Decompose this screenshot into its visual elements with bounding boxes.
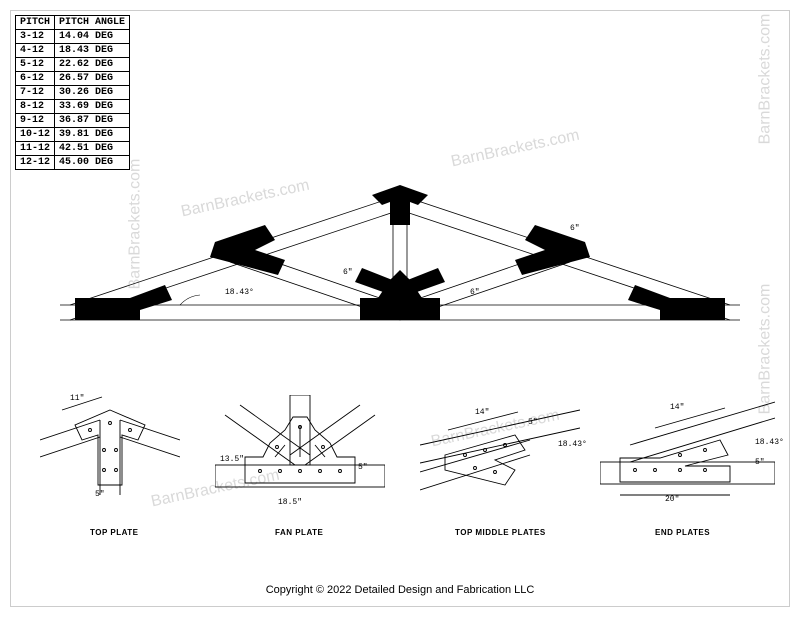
pitch-table: PITCH PITCH ANGLE 3-1214.04 DEG4-1218.43…	[15, 15, 130, 170]
table-row: 4-1218.43 DEG	[16, 44, 130, 58]
table-row: 10-1239.81 DEG	[16, 128, 130, 142]
table-row: 8-1233.69 DEG	[16, 100, 130, 114]
table-row: 7-1230.26 DEG	[16, 86, 130, 100]
dim-tm-5: 5"	[528, 418, 538, 427]
dim-end-14: 14"	[670, 403, 684, 412]
table-row: 6-1226.57 DEG	[16, 72, 130, 86]
table-row: 5-1222.62 DEG	[16, 58, 130, 72]
pitch-header: PITCH	[16, 16, 55, 30]
angle-header: PITCH ANGLE	[55, 16, 130, 30]
truss-diagram	[60, 150, 740, 340]
dim-end-5: 5"	[755, 458, 765, 467]
dim-end-20: 20"	[665, 495, 679, 504]
dim-end-ang: 18.43°	[755, 438, 784, 447]
top-plate-label: TOP PLATE	[90, 528, 139, 537]
truss-angle-label: 18.43°	[225, 288, 254, 297]
end-plate-label: END PLATES	[655, 528, 710, 537]
dim-6c: 6"	[470, 288, 480, 297]
top-middle-drawing	[420, 400, 580, 510]
dim-top-5: 5"	[95, 490, 105, 499]
dim-6d: 6"	[570, 224, 580, 233]
dim-fan-5: 5"	[358, 463, 368, 472]
dim-tm-14: 14"	[475, 408, 489, 417]
dim-fan-18: 18.5"	[278, 498, 302, 507]
table-row: 3-1214.04 DEG	[16, 30, 130, 44]
top-middle-label: TOP MIDDLE PLATES	[455, 528, 546, 537]
dim-tm-ang: 18.43°	[558, 440, 587, 449]
dim-6a: 6"	[398, 210, 408, 219]
end-plate-drawing	[600, 400, 775, 515]
fan-plate-label: FAN PLATE	[275, 528, 323, 537]
table-row: 9-1236.87 DEG	[16, 114, 130, 128]
top-plate-drawing	[40, 395, 180, 515]
dim-fan-13: 13.5"	[220, 455, 244, 464]
dim-top-11: 11"	[70, 394, 84, 403]
dim-6b: 6"	[343, 268, 353, 277]
copyright-text: Copyright © 2022 Detailed Design and Fab…	[0, 584, 800, 596]
